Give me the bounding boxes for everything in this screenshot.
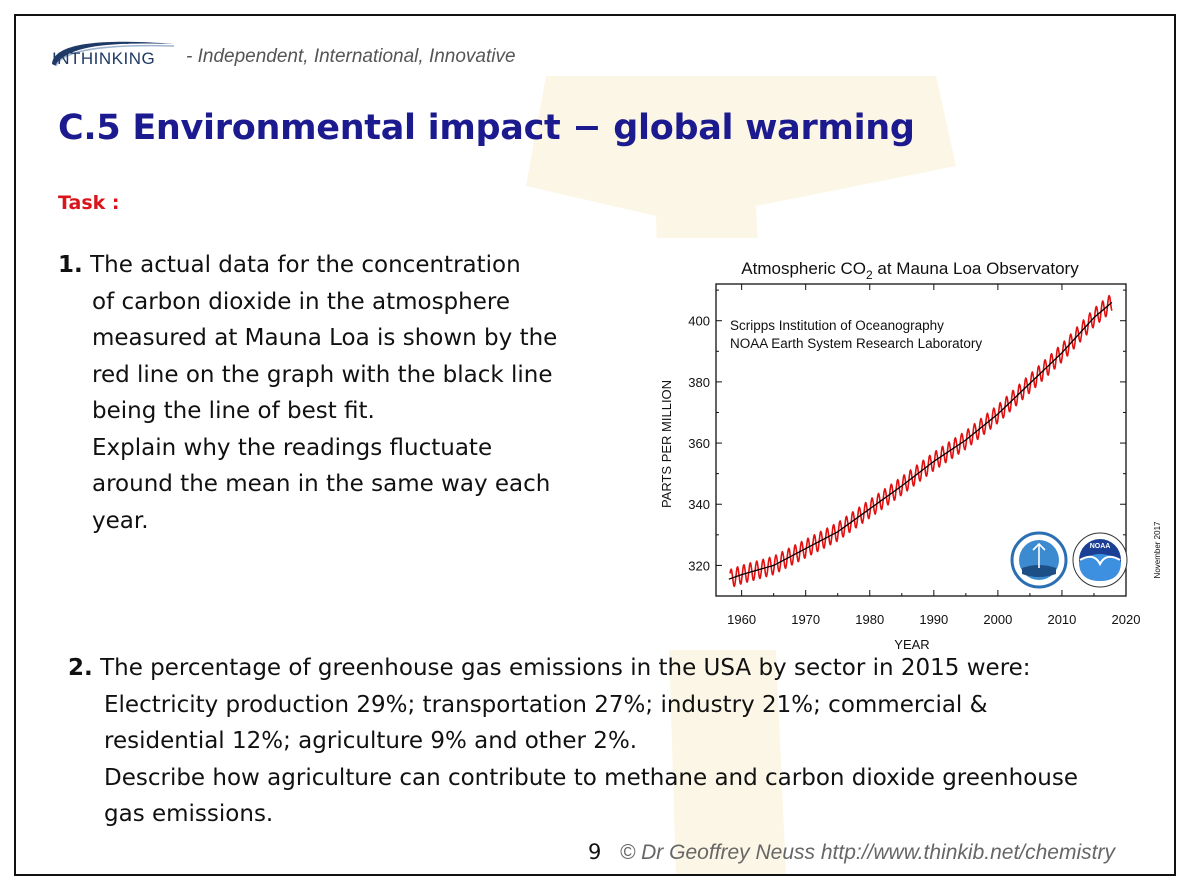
logo-text: INTHINKING — [52, 49, 156, 68]
question-1-number: 1. — [58, 252, 83, 278]
task-label: Task : — [58, 192, 120, 214]
question-1-line: Explain why the readings fluctuate — [92, 434, 493, 461]
question-1-line: around the mean in the same way each — [92, 471, 551, 497]
plot-frame — [715, 283, 1127, 597]
y-tick-label: 380 — [688, 375, 710, 390]
question-1-line: being the line of best fit. — [92, 398, 375, 424]
y-tick-label: 320 — [688, 558, 710, 573]
co2-chart: Atmospheric CO2 at Mauna Loa Observatory… — [624, 238, 1172, 650]
question-2: 2. The percentage of greenhouse gas emis… — [68, 650, 1168, 833]
header: INTHINKING - Independent, International,… — [36, 34, 516, 74]
x-axis-label: YEAR — [894, 637, 929, 650]
chart-side-note: November 2017 — [1153, 521, 1162, 578]
question-2-line: Describe how agriculture can contribute … — [104, 764, 1078, 791]
x-tick-label: 2000 — [983, 612, 1012, 627]
axis-ticks: 1960 1970 1980 1990 2000 2010 2020 320 340 360 380… — [688, 284, 1140, 627]
trend-line — [728, 301, 1113, 580]
x-tick-label: 2010 — [1047, 612, 1076, 627]
copyright-link[interactable]: © Dr Geoffrey Neuss http://www.thinkib.n… — [619, 841, 1115, 864]
x-tick-label: 2020 — [1112, 612, 1141, 627]
question-1-line: year. — [92, 507, 149, 534]
y-tick-label: 400 — [688, 314, 710, 329]
inthinking-logo: INTHINKING — [36, 34, 176, 74]
noaa-logo-icon: NOAA — [1072, 532, 1128, 588]
tagline: - Independent, International, Innovative — [186, 46, 516, 67]
question-1: 1. The actual data for the concentration… — [58, 247, 618, 539]
y-tick-label: 360 — [688, 436, 710, 451]
question-2-line: residential 12%; agriculture 9% and othe… — [104, 728, 638, 754]
question-2-line: 2. The percentage of greenhouse gas emis… — [68, 655, 1031, 681]
x-tick-label: 1980 — [855, 612, 884, 627]
measured-co2-line — [729, 294, 1113, 588]
question-2-number: 2. — [68, 655, 93, 681]
y-tick-label: 340 — [688, 497, 710, 512]
question-1-line: measured at Mauna Loa is shown by the — [92, 325, 558, 351]
x-tick-label: 1990 — [919, 612, 948, 627]
question-2-line: gas emissions. — [104, 801, 274, 827]
chart-background — [624, 238, 1172, 650]
question-1-line: of carbon dioxide in the atmosphere — [92, 288, 510, 315]
x-tick-label: 1970 — [791, 612, 820, 627]
sio-seal-icon — [1010, 531, 1068, 589]
x-tick-label: 1960 — [727, 612, 756, 627]
question-2-line: Electricity production 29%; transportati… — [104, 691, 988, 718]
logo-swoosh-icon — [52, 41, 175, 67]
page-number: 9 — [588, 840, 602, 864]
svg-text:NOAA: NOAA — [1090, 543, 1111, 550]
chart-subtitle-line-2: NOAA Earth System Research Laboratory — [730, 336, 982, 351]
chart-subtitle-line-1: Scripps Institution of Oceanography — [730, 318, 944, 333]
page-title: C.5 Environmental impact − global warmin… — [58, 108, 915, 148]
question-1-line: 1. The actual data for the concentration — [58, 252, 521, 278]
question-1-line: red line on the graph with the black lin… — [92, 361, 553, 388]
footer: 9 © Dr Geoffrey Neuss http://www.thinkib… — [588, 840, 1115, 865]
chart-title: Atmospheric CO2 at Mauna Loa Observatory — [741, 259, 1079, 282]
y-axis-label: PARTS PER MILLION — [659, 380, 674, 508]
slide: INTHINKING - Independent, International,… — [14, 14, 1176, 876]
